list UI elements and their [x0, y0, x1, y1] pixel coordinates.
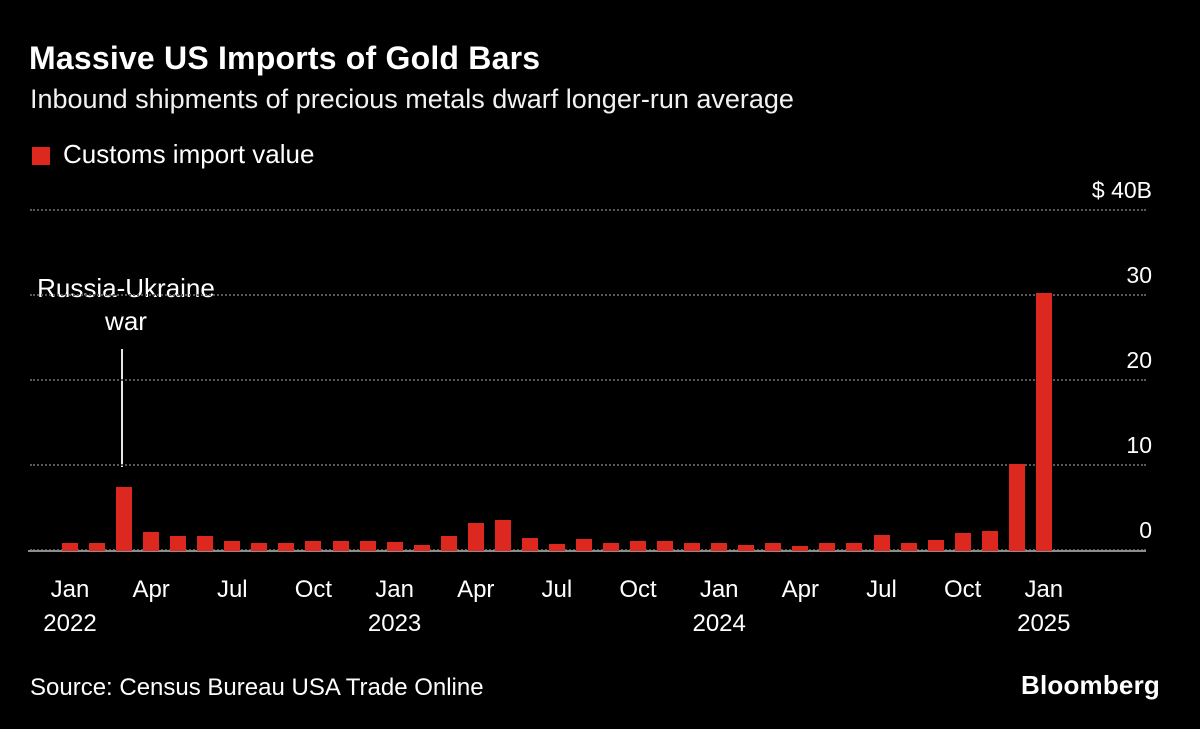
- x-axis-month-label: Jul: [541, 576, 573, 603]
- bar-2023-10: [630, 540, 647, 551]
- bar-2022-10: [305, 540, 322, 551]
- x-axis-month-label: Jan: [1024, 576, 1064, 603]
- gridline: [30, 464, 1146, 466]
- x-axis-month-label: Apr: [132, 576, 170, 603]
- bar-2023-09: [603, 542, 619, 551]
- bar-2023-07: [548, 544, 565, 551]
- gridline: [30, 209, 1146, 211]
- bar-2023-01: [386, 541, 403, 551]
- bar-2022-02: [89, 542, 106, 551]
- bar-2024-08: [900, 543, 917, 551]
- plot-area: 0 10 20 30 $ 40B: [28, 177, 1152, 552]
- bar-2024-10: [954, 533, 971, 551]
- x-axis-year-label: 2023: [367, 610, 422, 637]
- y-axis-label: 30: [1126, 262, 1152, 288]
- bar-2022-07: [224, 540, 241, 551]
- x-axis-month-label: Oct: [943, 576, 982, 603]
- x-axis-month-label: Jul: [866, 576, 897, 603]
- bar-2024-03: [765, 542, 782, 551]
- x-axis-month-label: Jul: [216, 576, 248, 603]
- x-axis-month-label: Oct: [619, 576, 657, 603]
- x-axis-baseline: [28, 550, 1146, 552]
- chart-title: Massive US Imports of Gold Bars: [29, 40, 541, 76]
- y-axis-label: 20: [1126, 347, 1152, 373]
- annotation-marker-line: [121, 349, 123, 467]
- bar-2022-12: [359, 540, 376, 551]
- bar-2022-11: [332, 540, 349, 551]
- x-axis-month-label: Apr: [781, 576, 820, 603]
- x-axis-month-label: Jan: [50, 576, 90, 603]
- bar-2023-03: [440, 535, 457, 551]
- bar-2024-02: [738, 545, 755, 551]
- bar-2024-01: [711, 543, 728, 551]
- gridline: [30, 379, 1146, 381]
- bar-2024-07: [873, 534, 890, 551]
- bar-2023-04: [467, 522, 484, 551]
- bar-2023-06: [521, 538, 538, 551]
- bar-2023-08: [575, 539, 592, 551]
- annotation-line1: Russia-Ukraine: [37, 273, 215, 303]
- x-axis-year-label: 2022: [43, 610, 97, 637]
- legend-swatch-icon: [32, 146, 50, 165]
- annotation-russia-ukraine-war: Russia-Ukraine war: [28, 272, 224, 338]
- bar-2024-11: [981, 531, 998, 551]
- y-axis-label: 10: [1126, 432, 1152, 458]
- chart-subtitle: Inbound shipments of precious metals dwa…: [30, 84, 794, 114]
- x-axis-month-label: Jan: [375, 576, 414, 603]
- y-axis-label: $ 40B: [1091, 177, 1152, 203]
- x-axis-month-label: Apr: [457, 576, 495, 603]
- annotation-line2: war: [105, 306, 147, 336]
- gridline: [30, 294, 1146, 296]
- bar-2022-05: [170, 535, 187, 551]
- bar-2022-04: [143, 532, 160, 551]
- bar-2022-03: [116, 487, 133, 551]
- bar-2025-01: [1035, 292, 1052, 551]
- bar-2024-06: [846, 542, 863, 551]
- bar-2022-08: [251, 542, 268, 551]
- bar-2022-01: [62, 542, 78, 551]
- x-axis-month-label: Oct: [294, 576, 333, 603]
- source-note: Source: Census Bureau USA Trade Online: [30, 674, 484, 701]
- legend-label: Customs import value: [63, 139, 315, 169]
- bar-2024-12: [1008, 464, 1025, 551]
- bar-2023-05: [494, 520, 511, 551]
- x-axis-year-label: 2025: [1017, 610, 1071, 637]
- bar-2024-04: [792, 545, 809, 551]
- legend: Customs import value: [32, 139, 314, 170]
- bar-2024-05: [819, 542, 836, 551]
- bar-2023-12: [684, 543, 701, 551]
- bar-2023-02: [413, 545, 430, 551]
- bar-2024-09: [927, 539, 944, 551]
- x-axis-year-label: 2024: [692, 610, 746, 637]
- bloomberg-logo: Bloomberg: [1020, 670, 1160, 700]
- bar-2022-06: [197, 535, 214, 551]
- bar-2022-09: [278, 543, 295, 551]
- x-axis-month-label: Jan: [699, 576, 739, 603]
- y-axis-label: 0: [1139, 517, 1152, 543]
- bar-2023-11: [657, 540, 674, 551]
